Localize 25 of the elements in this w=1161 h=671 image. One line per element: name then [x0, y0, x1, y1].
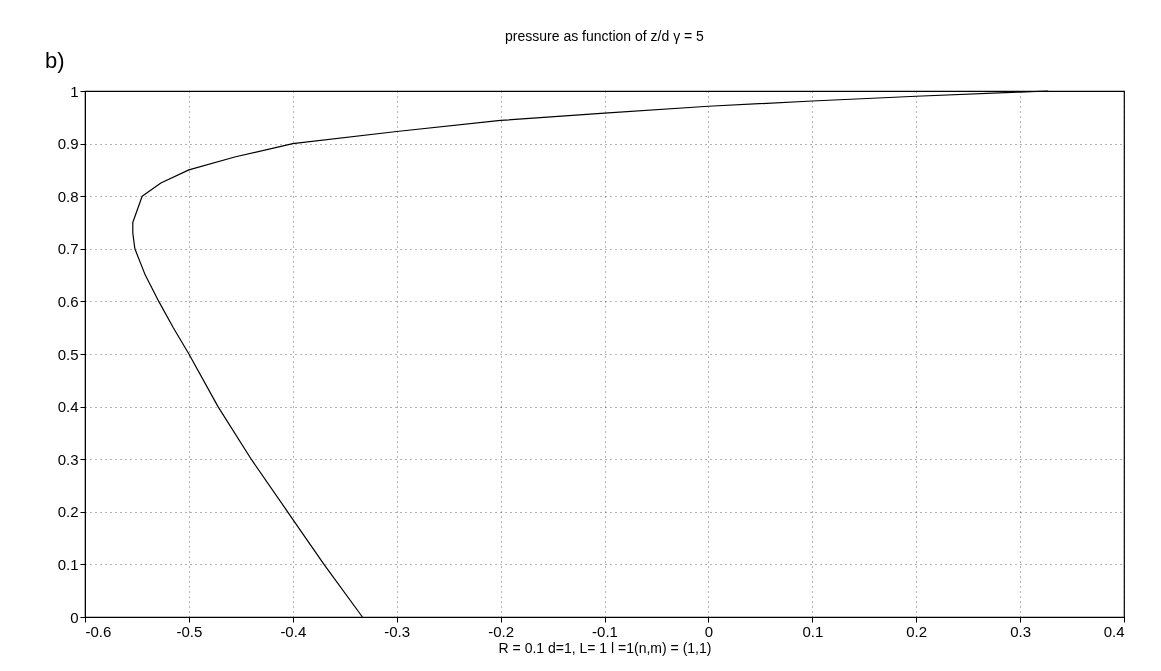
y-tick-label: 0.2	[57, 503, 79, 521]
y-tick-label: 1	[70, 82, 79, 100]
x-tick-label: 0.3	[1010, 622, 1032, 640]
x-tick-label: -0.1	[592, 622, 618, 640]
x-axis-title: R = 0.1 d=1, L= 1 l =1(n,m) = (1,1)	[498, 639, 712, 656]
y-tick-label: 0.6	[57, 292, 79, 310]
y-tick-label: 0	[70, 608, 79, 626]
text: b)	[45, 48, 65, 73]
chart-title: pressure as function of z/d γ = 5	[505, 28, 705, 44]
y-tick-label: 0.9	[57, 135, 79, 153]
x-tick-label: -0.2	[488, 622, 515, 640]
x-tick-label: -0.4	[280, 622, 307, 640]
y-tick-label: 0.4	[57, 398, 79, 416]
x-tick-label: -0.3	[384, 622, 411, 640]
x-tick-label: 0.1	[802, 622, 824, 640]
y-tick-label: 0.5	[57, 345, 79, 363]
y-tick-label: 0.7	[57, 240, 79, 258]
x-tick-label: -0.5	[176, 622, 203, 640]
x-tick-label: 0.2	[906, 622, 928, 640]
x-tick-label: -0.6	[85, 622, 112, 640]
x-tick-label: 0.4	[1103, 622, 1125, 640]
y-tick-label: 0.1	[57, 555, 79, 573]
x-tick-label: 0	[704, 622, 714, 640]
y-tick-label: 0.3	[57, 450, 79, 468]
y-tick-label: 0.8	[57, 187, 79, 205]
